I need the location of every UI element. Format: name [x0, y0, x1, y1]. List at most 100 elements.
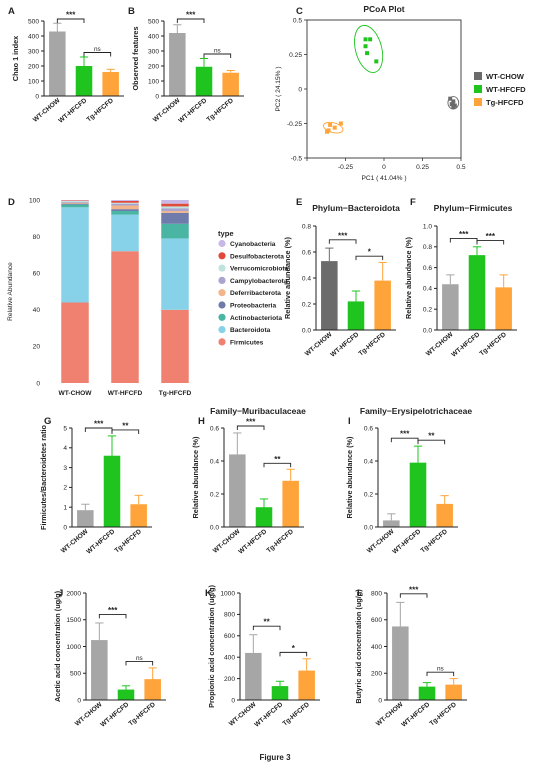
significance-bracket — [98, 613, 127, 619]
significance-label: ns — [437, 666, 444, 673]
legend-swatch — [218, 252, 226, 260]
scatter-point — [365, 51, 370, 56]
significance-bracket — [111, 429, 140, 434]
significance-label: * — [368, 248, 372, 257]
panel-title: Phylum−Firmicutes — [434, 203, 513, 213]
panel-letter: E — [296, 197, 302, 208]
legend-label: Actinobacteriota — [230, 315, 282, 322]
y-tick-label: 0 — [298, 86, 302, 93]
y-axis-label: Relative abundance (%) — [283, 236, 292, 318]
legend-title: type — [218, 229, 234, 238]
x-category-label: Tg-HFCFD — [357, 331, 387, 357]
bar — [102, 72, 119, 96]
x-category-label: WT-HFCFD — [400, 701, 431, 729]
x-tick-label: 0 — [382, 164, 386, 171]
y-tick-label: 400 — [371, 644, 382, 651]
y-tick-label: 0 — [77, 697, 81, 704]
x-category-label: WT-HFCFD — [391, 528, 422, 556]
bar — [418, 686, 436, 700]
y-tick-label: 0.5 — [293, 17, 302, 24]
significance-label: ** — [274, 455, 281, 464]
legend-swatch — [474, 72, 482, 80]
y-tick-label: 0.6 — [302, 249, 311, 256]
significance-label: ns — [214, 48, 221, 55]
y-tick-label: 500 — [28, 18, 39, 25]
significance-label: *** — [409, 585, 419, 594]
y-tick-label: 1000 — [220, 590, 235, 597]
legend-swatch — [218, 313, 226, 321]
bar — [245, 652, 262, 700]
x-category-label: Tg-HFCFD — [85, 97, 115, 123]
x-category-label: Tg-HFCFD — [205, 97, 235, 123]
group-ellipse — [354, 24, 384, 74]
y-tick-label: 0.0 — [423, 327, 432, 334]
y-tick-label: 800 — [371, 590, 382, 597]
y-tick-label: 0.0 — [302, 327, 311, 334]
y-tick-label: 0 — [155, 93, 159, 100]
x-category-label: WT-HFCFD — [450, 331, 481, 359]
legend-label: Bacteroidota — [230, 327, 271, 334]
legend-swatch — [218, 338, 226, 346]
y-tick-label: 0.2 — [364, 491, 373, 498]
scatter-point — [363, 37, 368, 42]
stacked-segment — [161, 212, 189, 224]
legend-label: WT-HFCFD — [486, 85, 526, 94]
legend-label: Campylobacterota — [230, 278, 288, 285]
x-category-label: WT-HFCFD — [329, 331, 360, 359]
bar — [77, 510, 94, 527]
scatter-point — [448, 96, 453, 101]
scatter-point — [338, 121, 343, 126]
y-tick-label: 4 — [63, 445, 67, 452]
stacked-segment — [111, 214, 139, 252]
panel-letter: A — [8, 6, 15, 17]
y-tick-label: 0 — [35, 93, 39, 100]
y-tick-label: 0.2 — [210, 491, 219, 498]
bar — [255, 507, 273, 527]
y-tick-label: 0.25 — [289, 52, 302, 59]
significance-bracket — [263, 462, 292, 468]
significance-bracket — [236, 425, 265, 430]
stacked-segment — [161, 206, 189, 209]
x-category-label: Tg-HFCFD — [159, 390, 192, 397]
y-tick-label: 0.6 — [210, 425, 219, 432]
stacked-segment — [111, 210, 139, 215]
y-tick-label: 2000 — [66, 590, 81, 597]
panel-g: G 0 1 2 3 4 5 Firmicutes/Bacteroidetes ratio WT-… — [39, 416, 152, 556]
x-category-label: WT-HFCFD — [57, 97, 88, 125]
significance-bracket — [279, 651, 308, 657]
significance-bracket — [417, 439, 446, 445]
stacked-segment — [111, 209, 139, 211]
legend-swatch — [218, 289, 226, 297]
figure-caption: Figure 3 — [259, 753, 291, 762]
panel-letter: J — [58, 588, 63, 599]
y-tick-label: 1500 — [66, 617, 81, 624]
y-tick-label: 0.4 — [423, 286, 432, 293]
panel-letter: L — [357, 588, 363, 599]
bar — [409, 462, 427, 527]
legend-label: Proteobacteria — [230, 303, 277, 310]
scatter-point — [374, 59, 379, 64]
bar — [169, 33, 186, 96]
significance-label: *** — [400, 430, 410, 439]
y-tick-label: 0 — [36, 380, 40, 387]
panel-letter: C — [296, 6, 303, 17]
significance-bracket — [125, 661, 154, 666]
panel-h: H Family−Muribaculaceae 0.0 0.2 0.4 0.6 Relati… — [191, 406, 306, 556]
y-tick-label: 0 — [63, 524, 67, 531]
y-tick-label: -0.25 — [287, 121, 302, 128]
y-tick-label: -0.5 — [291, 155, 303, 162]
stacked-segment — [161, 309, 189, 383]
y-tick-label: 0.2 — [302, 301, 311, 308]
y-tick-label: 0.8 — [423, 244, 432, 251]
significance-label: ** — [428, 432, 435, 441]
y-tick-label: 0.0 — [210, 524, 219, 531]
y-tick-label: 2 — [63, 485, 67, 492]
scatter-point — [332, 125, 337, 130]
y-tick-label: 400 — [224, 655, 235, 662]
x-category-label: Tg-HFCFD — [127, 701, 157, 727]
y-tick-label: 5 — [63, 425, 67, 432]
bar — [271, 686, 289, 700]
x-tick-label: 0.25 — [416, 164, 429, 171]
